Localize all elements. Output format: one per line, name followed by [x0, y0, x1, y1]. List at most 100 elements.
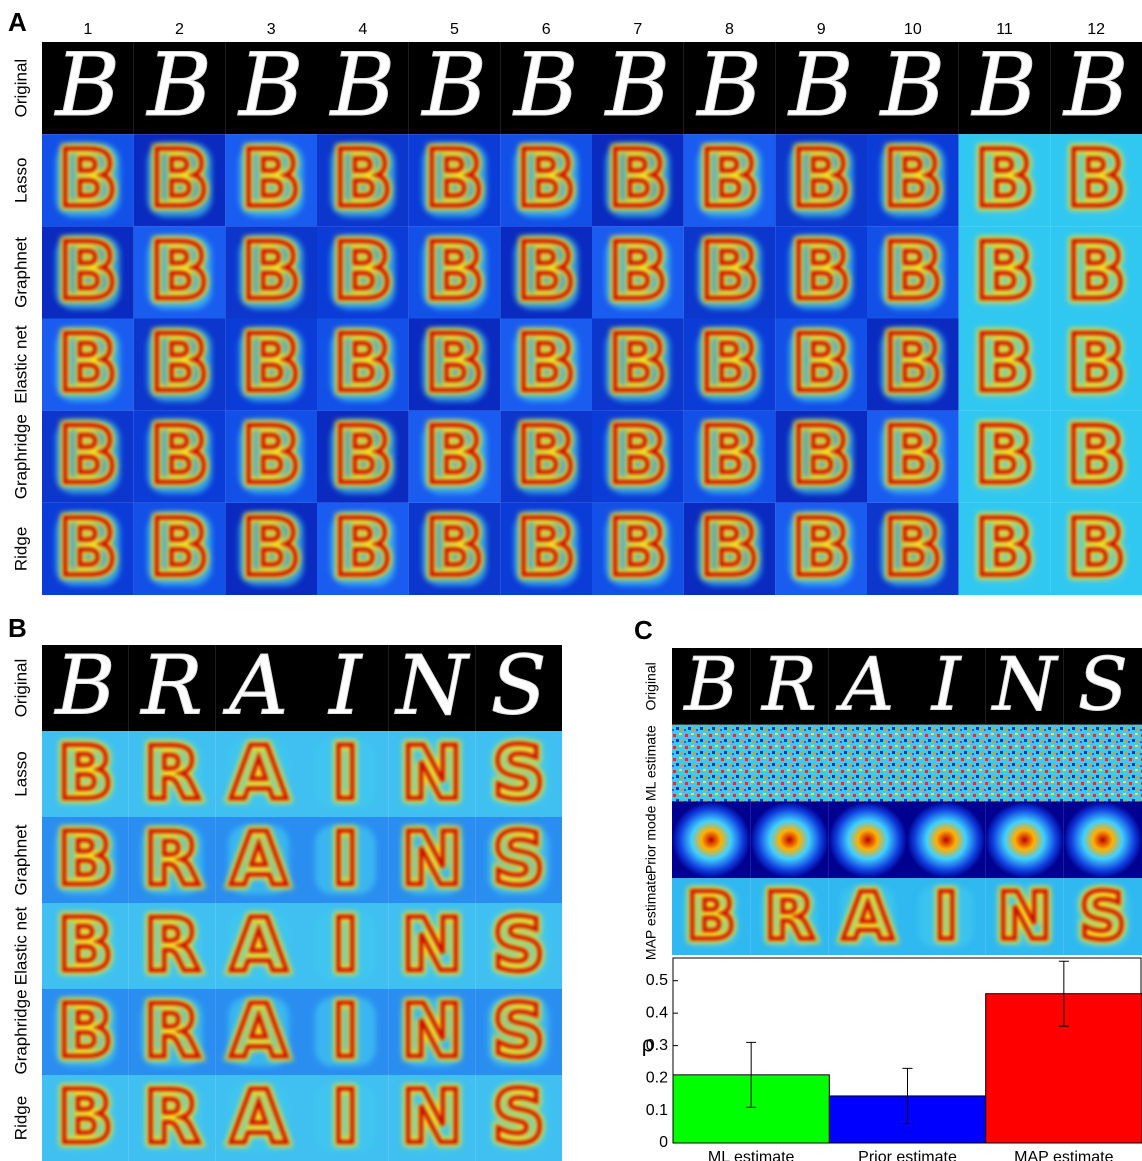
- row-label: Lasso: [11, 158, 30, 203]
- x-tick-label: MAP estimate: [1014, 1149, 1113, 1161]
- heat-letter-core: B: [791, 134, 851, 225]
- row-label: ML estimate: [643, 725, 659, 801]
- heat-letter-core: B: [883, 226, 943, 317]
- y-tick-label: 0.1: [646, 1102, 668, 1119]
- row-label: Elastic net: [11, 907, 30, 986]
- heat-letter-core: B: [516, 226, 576, 317]
- original-letter: R: [139, 639, 203, 734]
- original-letter: B: [420, 34, 486, 136]
- original-letter: B: [1062, 34, 1128, 136]
- heat-letter-core: I: [332, 817, 359, 902]
- original-letter: S: [1078, 642, 1128, 727]
- heat-letter-core: R: [144, 989, 200, 1074]
- heat-letter-core: B: [791, 318, 851, 409]
- heat-letter-core: B: [975, 134, 1035, 225]
- original-letter: I: [930, 642, 962, 727]
- noise-tile: [672, 725, 750, 802]
- row-label: Original: [11, 659, 30, 718]
- heat-letter-core: B: [425, 502, 485, 593]
- heat-letter-core: B: [333, 410, 393, 501]
- row-label: Prior mode: [643, 805, 659, 874]
- original-letter: N: [991, 642, 1059, 727]
- heat-letter-core: B: [700, 502, 760, 593]
- heat-letter-core: B: [58, 318, 118, 409]
- prior-tile: [1064, 802, 1142, 879]
- heat-letter-core: B: [608, 226, 668, 317]
- original-letter: R: [760, 642, 817, 727]
- heat-letter-core: B: [975, 410, 1035, 501]
- heat-letter-core: N: [401, 731, 462, 816]
- heat-letter-core: A: [230, 989, 287, 1074]
- row-label: Graphnet: [11, 237, 30, 308]
- row-label: MAP estimate: [643, 873, 659, 960]
- row-label: Graphridge: [11, 414, 30, 499]
- heat-letter-core: I: [332, 903, 359, 988]
- heat-letter-core: B: [333, 318, 393, 409]
- original-letter: B: [54, 34, 120, 136]
- panel-label: B: [8, 613, 27, 643]
- original-letter: B: [682, 642, 738, 727]
- heat-letter-core: N: [401, 989, 462, 1074]
- original-letter: A: [836, 642, 895, 727]
- heat-letter-core: A: [230, 731, 287, 816]
- heat-letter-core: B: [700, 226, 760, 317]
- original-letter: A: [222, 639, 288, 734]
- heat-letter-core: A: [230, 1075, 287, 1160]
- heat-letter-core: B: [425, 226, 485, 317]
- heat-letter-core: I: [332, 1075, 359, 1160]
- heat-letter-core: B: [241, 226, 301, 317]
- original-letter: B: [879, 34, 945, 136]
- heat-letter-core: B: [1066, 502, 1126, 593]
- heat-letter-core: B: [686, 879, 736, 955]
- heat-letter-core: N: [401, 1075, 462, 1160]
- heat-letter-core: S: [492, 903, 545, 988]
- noise-tile: [985, 725, 1063, 802]
- heat-letter-core: B: [791, 226, 851, 317]
- heat-letter-core: I: [332, 989, 359, 1074]
- y-tick-label: 0: [659, 1134, 668, 1151]
- heat-letter-core: B: [58, 226, 118, 317]
- heat-letter-core: B: [333, 502, 393, 593]
- heat-letter-core: R: [144, 817, 200, 902]
- row-label: Graphnet: [11, 824, 30, 895]
- heat-letter-core: R: [144, 903, 200, 988]
- prior-tile: [672, 802, 750, 879]
- heat-letter-core: B: [516, 410, 576, 501]
- heat-letter-core: B: [425, 410, 485, 501]
- heat-letter-core: B: [241, 410, 301, 501]
- heat-letter-core: B: [700, 410, 760, 501]
- heat-letter-core: B: [241, 502, 301, 593]
- heat-letter-core: B: [516, 318, 576, 409]
- original-letter: N: [394, 639, 470, 734]
- heat-letter-core: B: [425, 318, 485, 409]
- heat-letter-core: B: [791, 410, 851, 501]
- heat-letter-core: B: [241, 318, 301, 409]
- heat-letter-core: B: [883, 134, 943, 225]
- y-tick-label: 0.2: [646, 1069, 668, 1086]
- original-letter: B: [53, 639, 115, 734]
- row-label: Lasso: [11, 751, 30, 796]
- heat-letter-core: A: [230, 903, 287, 988]
- heat-letter-core: B: [1066, 410, 1126, 501]
- row-label: Ridge: [11, 1096, 30, 1140]
- original-letter: B: [145, 34, 211, 136]
- heat-letter-core: A: [230, 817, 287, 902]
- heat-letter-core: B: [150, 502, 210, 593]
- prior-tile: [829, 802, 907, 879]
- figure: A123456789101112OriginalBBBBBBBBBBBBLass…: [0, 0, 1142, 1161]
- original-letter: B: [237, 34, 303, 136]
- heat-letter-core: B: [150, 410, 210, 501]
- heat-letter-core: B: [883, 410, 943, 501]
- noise-tile: [750, 725, 828, 802]
- heat-letter-core: N: [997, 879, 1052, 955]
- heat-letter-core: B: [58, 502, 118, 593]
- noise-tile: [907, 725, 985, 802]
- heat-letter-core: I: [934, 879, 958, 955]
- heat-letter-core: B: [150, 134, 210, 225]
- heat-letter-core: B: [333, 226, 393, 317]
- heat-letter-core: B: [975, 502, 1035, 593]
- original-letter: B: [604, 34, 670, 136]
- heat-letter-core: B: [975, 226, 1035, 317]
- row-label: Graphridge: [11, 989, 30, 1074]
- row-label: Original: [11, 59, 30, 118]
